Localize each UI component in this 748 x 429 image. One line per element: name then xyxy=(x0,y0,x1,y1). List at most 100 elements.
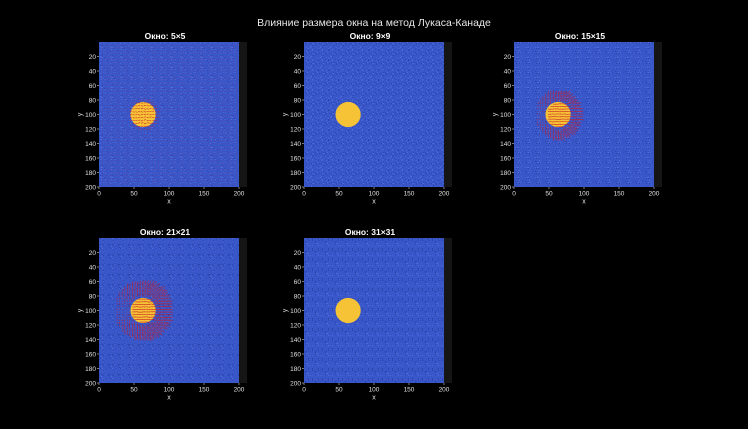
x-tick-label: 200 xyxy=(234,191,245,198)
x-tick-label: 150 xyxy=(199,191,210,198)
x-axis-label: x xyxy=(167,395,171,402)
x-tick-label: 100 xyxy=(164,191,175,198)
y-tick-label: 60 xyxy=(89,279,97,286)
subplot-1: Окно: 5×5 20 40 60 80 100 120 140 160 180 200 0 50 10… xyxy=(77,31,256,209)
x-tick-label: 200 xyxy=(649,191,660,198)
x-tick-label: 50 xyxy=(335,387,343,394)
y-tick-label: 160 xyxy=(85,155,96,162)
x-tick-label: 100 xyxy=(579,191,590,198)
flow-vectors xyxy=(536,90,584,141)
subplot-5: Окно: 31×31 20 40 60 80 100 120 140 160 180 200 0 50… xyxy=(282,227,461,405)
x-tick-label: 150 xyxy=(199,387,210,394)
x-tick-label: 100 xyxy=(369,387,380,394)
x-tick-label: 50 xyxy=(130,191,138,198)
y-tick-label: 180 xyxy=(290,170,301,177)
side-strip xyxy=(444,238,452,383)
y-tick-label: 80 xyxy=(89,293,97,300)
y-axis-label: y xyxy=(77,112,84,116)
y-tick-label: 120 xyxy=(290,126,301,133)
y-tick-label: 140 xyxy=(85,141,96,148)
side-strip xyxy=(444,42,452,187)
x-tick-label: 200 xyxy=(439,387,450,394)
y-tick-label: 200 xyxy=(290,380,301,387)
subplot-title: Окно: 31×31 xyxy=(344,227,396,237)
side-strip xyxy=(239,238,247,383)
moving-disk xyxy=(335,297,361,324)
side-strip xyxy=(239,42,247,187)
x-tick-label: 200 xyxy=(234,387,245,394)
y-axis-label: y xyxy=(282,308,289,312)
y-tick-label: 140 xyxy=(290,337,301,344)
x-tick-label: 100 xyxy=(369,191,380,198)
x-axis-label: x xyxy=(582,199,586,206)
y-tick-label: 20 xyxy=(294,54,302,61)
y-tick-label: 200 xyxy=(85,380,96,387)
y-tick-label: 180 xyxy=(500,170,511,177)
y-tick-label: 40 xyxy=(504,68,512,75)
subplot-title: Окно: 9×9 xyxy=(349,31,391,41)
subplot-title: Окно: 5×5 xyxy=(144,31,186,41)
y-tick-label: 140 xyxy=(85,337,96,344)
side-strip xyxy=(654,42,662,187)
x-tick-label: 50 xyxy=(130,387,138,394)
x-tick-label: 50 xyxy=(545,191,553,198)
x-tick-label: 0 xyxy=(97,191,101,198)
y-tick-label: 120 xyxy=(290,322,301,329)
y-tick-label: 60 xyxy=(89,83,97,90)
y-tick-label: 160 xyxy=(500,155,511,162)
x-tick-label: 150 xyxy=(404,191,415,198)
y-tick-label: 100 xyxy=(290,112,301,119)
y-tick-label: 60 xyxy=(294,83,302,90)
y-tick-label: 40 xyxy=(89,68,97,75)
y-tick-label: 180 xyxy=(85,170,96,177)
subplot-2: Окно: 9×9 20 40 60 80 100 120 140 160 180 200 0 50 10… xyxy=(282,31,461,209)
y-tick-label: 160 xyxy=(290,155,301,162)
y-axis-label: y xyxy=(77,308,84,312)
y-tick-label: 100 xyxy=(85,112,96,119)
y-tick-label: 80 xyxy=(89,97,97,104)
y-tick-label: 200 xyxy=(85,184,96,191)
x-tick-label: 0 xyxy=(97,387,101,394)
flow-vectors xyxy=(116,280,174,342)
moving-disk xyxy=(335,101,361,128)
y-tick-label: 180 xyxy=(85,366,96,373)
y-tick-label: 100 xyxy=(500,112,511,119)
y-tick-label: 100 xyxy=(85,308,96,315)
x-tick-label: 150 xyxy=(614,191,625,198)
subplot-4: Окно: 21×21 20 40 60 80 100 120 140 160 180 200 0 50… xyxy=(77,227,256,405)
y-tick-label: 160 xyxy=(290,351,301,358)
image-background xyxy=(304,238,444,383)
image-background xyxy=(99,238,239,383)
subplot-title: Окно: 15×15 xyxy=(554,31,606,41)
y-tick-label: 20 xyxy=(89,54,97,61)
y-tick-label: 20 xyxy=(504,54,512,61)
y-tick-label: 80 xyxy=(294,293,302,300)
image-background xyxy=(304,42,444,187)
x-tick-label: 200 xyxy=(439,191,450,198)
y-tick-label: 120 xyxy=(85,126,96,133)
y-tick-label: 180 xyxy=(290,366,301,373)
x-axis-label: x xyxy=(372,395,376,402)
image-background xyxy=(514,42,654,187)
figure-title: Влияние размера окна на метод Лукаса-Кан… xyxy=(257,17,491,29)
y-tick-label: 40 xyxy=(89,264,97,271)
y-tick-label: 140 xyxy=(500,141,511,148)
y-tick-label: 200 xyxy=(500,184,511,191)
y-tick-label: 120 xyxy=(85,322,96,329)
y-tick-label: 40 xyxy=(294,68,302,75)
y-tick-label: 60 xyxy=(504,83,512,90)
flow-vectors xyxy=(101,44,238,185)
x-tick-label: 0 xyxy=(302,191,306,198)
y-tick-label: 140 xyxy=(290,141,301,148)
y-axis-label: y xyxy=(282,112,289,116)
x-axis-label: x xyxy=(167,199,171,206)
x-tick-label: 0 xyxy=(302,387,306,394)
x-tick-label: 0 xyxy=(512,191,516,198)
y-tick-label: 20 xyxy=(89,250,97,257)
y-tick-label: 120 xyxy=(500,126,511,133)
